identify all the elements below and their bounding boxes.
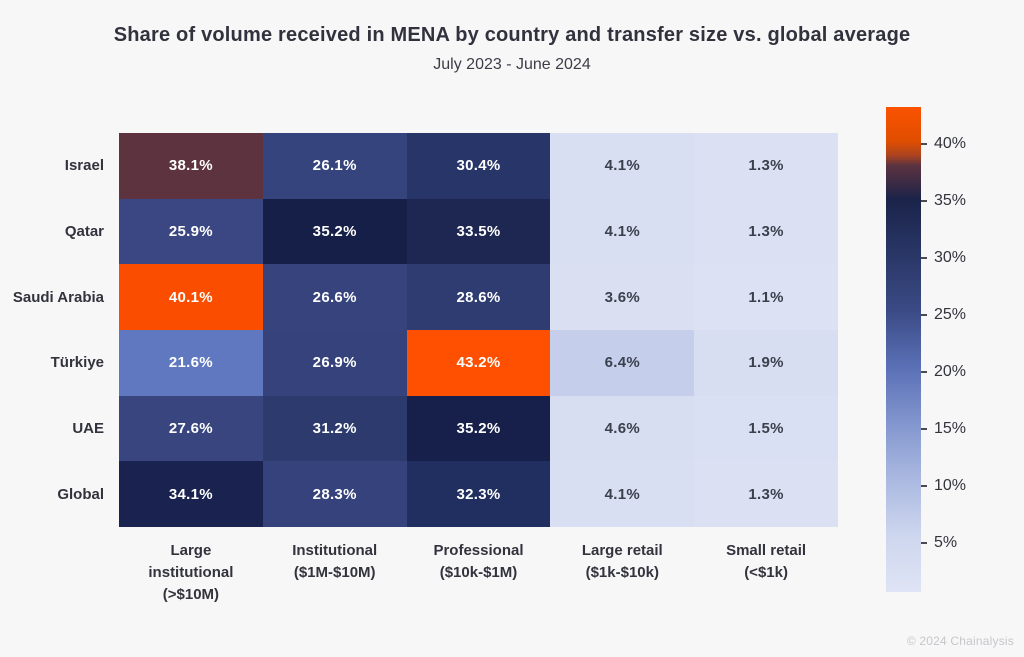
heatmap-cell: 26.1% (262, 133, 407, 199)
row-labels: Israel Qatar Saudi Arabia Türkiye UAE Global (0, 133, 104, 527)
heatmap-cell: 1.3% (694, 133, 838, 199)
tick-label: 10% (934, 476, 967, 494)
heatmap-cell: 4.1% (550, 198, 695, 265)
row-label: Qatar (64, 222, 104, 240)
heatmap-cell: 40.1% (119, 264, 263, 330)
heatmap-cell: 1.1% (694, 264, 838, 330)
heatmap-cell: 30.4% (406, 133, 551, 199)
heatmap: 38.1% 26.1% 30.4% 4.1% 1.3% 25.9% 35.2% 33.5% 4.… (119, 133, 838, 527)
heatmap-cell: 1.3% (694, 461, 838, 527)
heatmap-cell: 4.6% (550, 395, 695, 462)
tick-label: 25% (934, 305, 967, 323)
heatmap-cell: 33.5% (406, 198, 551, 265)
heatmap-cell: 4.1% (550, 133, 695, 199)
tick-label: 30% (934, 248, 967, 266)
tick-label: 15% (934, 419, 967, 437)
chart-header: Share of volume received in MENA by coun… (0, 24, 1024, 74)
heatmap-cell: 38.1% (119, 133, 263, 199)
colorbar-tick: 25% (921, 306, 966, 324)
colorbar-tick: 20% (921, 363, 966, 381)
row-label: Saudi Arabia (12, 288, 104, 306)
colorbar-tick: 10% (921, 477, 966, 495)
heatmap-cell: 27.6% (119, 395, 263, 462)
tick-label: 40% (934, 134, 967, 152)
row-label: Israel (64, 157, 104, 175)
heatmap-cell: 4.1% (550, 461, 695, 527)
tick-mark (921, 313, 927, 316)
column-labels: Large institutional (>$10M) Institutional… (119, 540, 838, 605)
heatmap-cell: 31.2% (262, 395, 407, 462)
heatmap-cell: 34.1% (119, 461, 263, 527)
tick-mark (921, 541, 927, 544)
column-label: Professional ($10k-$1M) (433, 542, 524, 581)
heatmap-cell: 21.6% (119, 329, 263, 396)
tick-mark (921, 370, 927, 373)
tick-mark (921, 199, 927, 202)
heatmap-cell: 35.2% (262, 198, 407, 265)
row-label: UAE (72, 419, 104, 437)
tick-mark (921, 142, 927, 145)
heatmap-cell: 1.5% (694, 395, 838, 462)
heatmap-cell: 6.4% (550, 329, 695, 396)
copyright-text: © 2024 Chainalysis (906, 634, 1014, 648)
heatmap-cell: 26.6% (262, 264, 407, 330)
colorbar-tick: 15% (921, 420, 966, 438)
heatmap-cell: 1.9% (694, 329, 838, 396)
tick-label: 5% (934, 533, 958, 551)
row-label: Global (57, 485, 104, 503)
page-title: Share of volume received in MENA by coun… (113, 24, 911, 46)
heatmap-cell: 3.6% (550, 264, 695, 330)
heatmap-cell: 28.3% (262, 461, 407, 527)
heatmap-cell: 1.3% (694, 198, 838, 265)
column-label: Small retail (<$1k) (726, 542, 807, 581)
colorbar-ticks: 40% 35% 30% 25% 20% 15% 10% 5% (921, 107, 1011, 592)
column-label: Large retail ($1k-$10k) (581, 542, 663, 581)
heatmap-cell: 26.9% (262, 329, 407, 396)
row-label: Türkiye (50, 354, 104, 372)
colorbar-tick: 5% (921, 534, 957, 552)
tick-mark (921, 256, 927, 259)
page-subtitle: July 2023 - June 2024 (433, 56, 591, 73)
heatmap-cell: 25.9% (119, 198, 263, 265)
tick-label: 35% (934, 191, 967, 209)
heatmap-cell: 32.3% (406, 461, 551, 527)
tick-mark (921, 427, 927, 430)
heatmap-cell: 43.2% (406, 329, 551, 396)
heatmap-cell: 35.2% (406, 395, 551, 462)
colorbar-tick: 35% (921, 192, 966, 210)
tick-label: 20% (934, 362, 967, 380)
heatmap-cell: 28.6% (406, 264, 551, 330)
column-label: Institutional ($1M-$10M) (292, 542, 378, 581)
colorbar (886, 107, 921, 592)
tick-mark (921, 484, 927, 487)
column-label: Large institutional (>$10M) (148, 542, 234, 603)
colorbar-tick: 40% (921, 135, 966, 153)
colorbar-tick: 30% (921, 249, 966, 267)
